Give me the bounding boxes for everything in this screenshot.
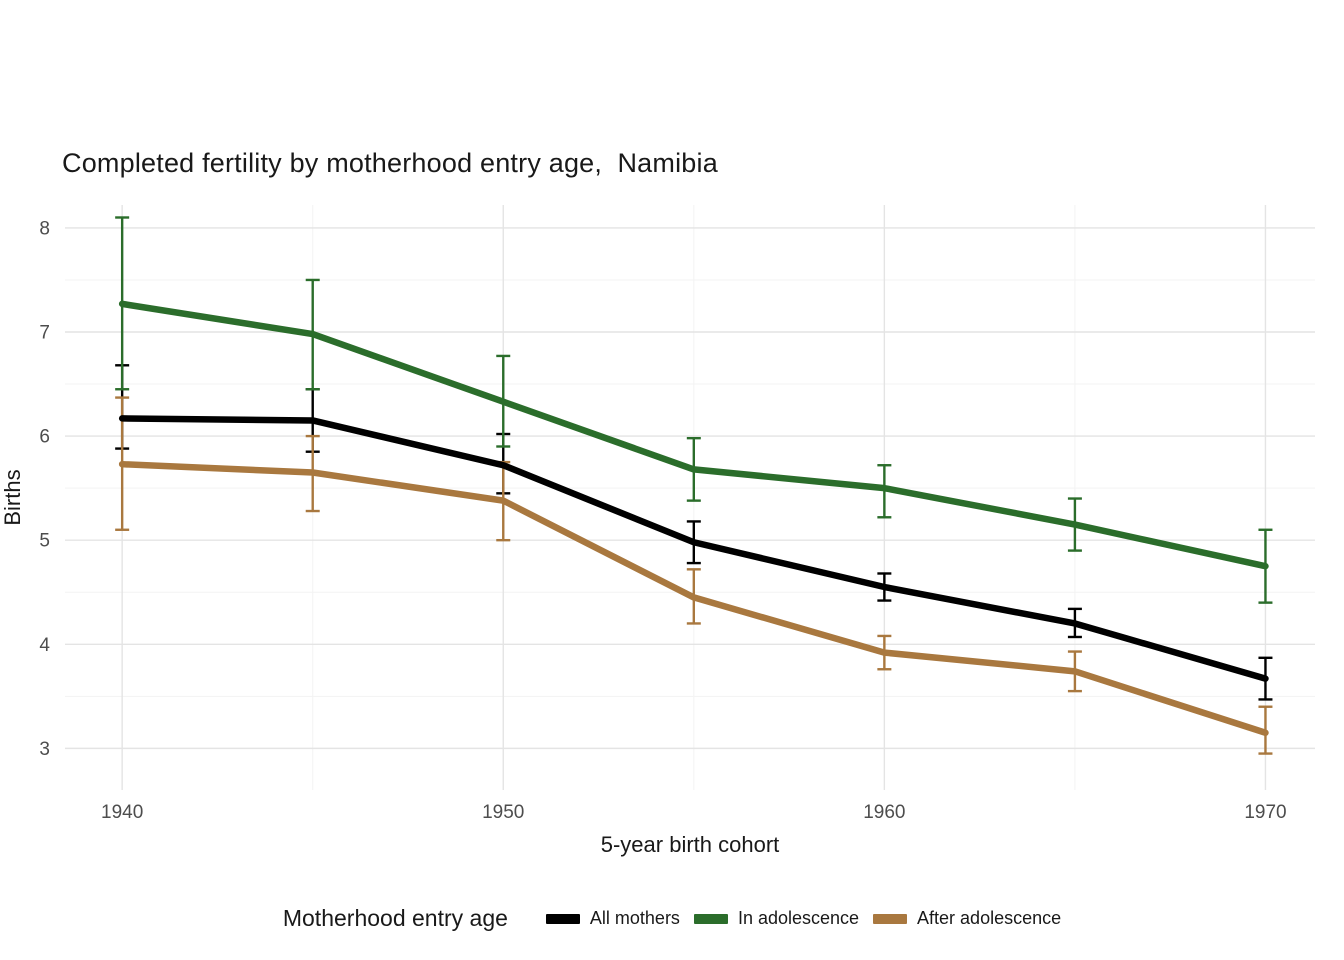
legend-item: In adolescence	[693, 908, 860, 929]
series-line	[118, 415, 1269, 682]
y-tick-label: 3	[39, 739, 50, 760]
chart-title: Completed fertility by motherhood entry …	[62, 148, 718, 178]
y-tick-label: 6	[39, 427, 50, 448]
legend-label: After adolescence	[917, 908, 1062, 928]
legend-item: All mothers	[545, 908, 680, 929]
legend: Motherhood entry age All mothers In adole…	[0, 905, 1344, 932]
gridlines-minor	[65, 205, 1315, 790]
legend-label: In adolescence	[737, 908, 860, 928]
legend-items: All mothers In adolescence After adolescen…	[532, 908, 1061, 929]
x-axis-title: 5-year birth cohort	[601, 832, 780, 857]
legend-item: After adolescence	[873, 908, 1061, 929]
series-line	[118, 460, 1269, 736]
legend-swatch	[545, 913, 580, 924]
x-tick-label: 1940	[101, 802, 143, 823]
series-line	[118, 300, 1269, 570]
legend-swatch	[693, 913, 728, 924]
y-tick-label: 7	[39, 322, 50, 343]
legend-title: Motherhood entry age	[282, 905, 508, 931]
x-tick-label: 1960	[863, 802, 905, 823]
y-axis-title: Births	[0, 469, 25, 525]
gridlines-major	[65, 205, 1315, 790]
legend-swatch	[873, 913, 908, 924]
x-tick-label: 1950	[482, 802, 524, 823]
y-tick-labels: 3 4 5 6 7 8	[39, 218, 50, 759]
y-tick-label: 4	[39, 635, 50, 656]
legend-label: All mothers	[589, 908, 680, 928]
x-tick-labels: 1940 1950 1960 1970	[101, 802, 1287, 823]
x-tick-label: 1970	[1244, 802, 1286, 823]
y-tick-label: 5	[39, 531, 50, 552]
y-tick-label: 8	[39, 218, 50, 239]
